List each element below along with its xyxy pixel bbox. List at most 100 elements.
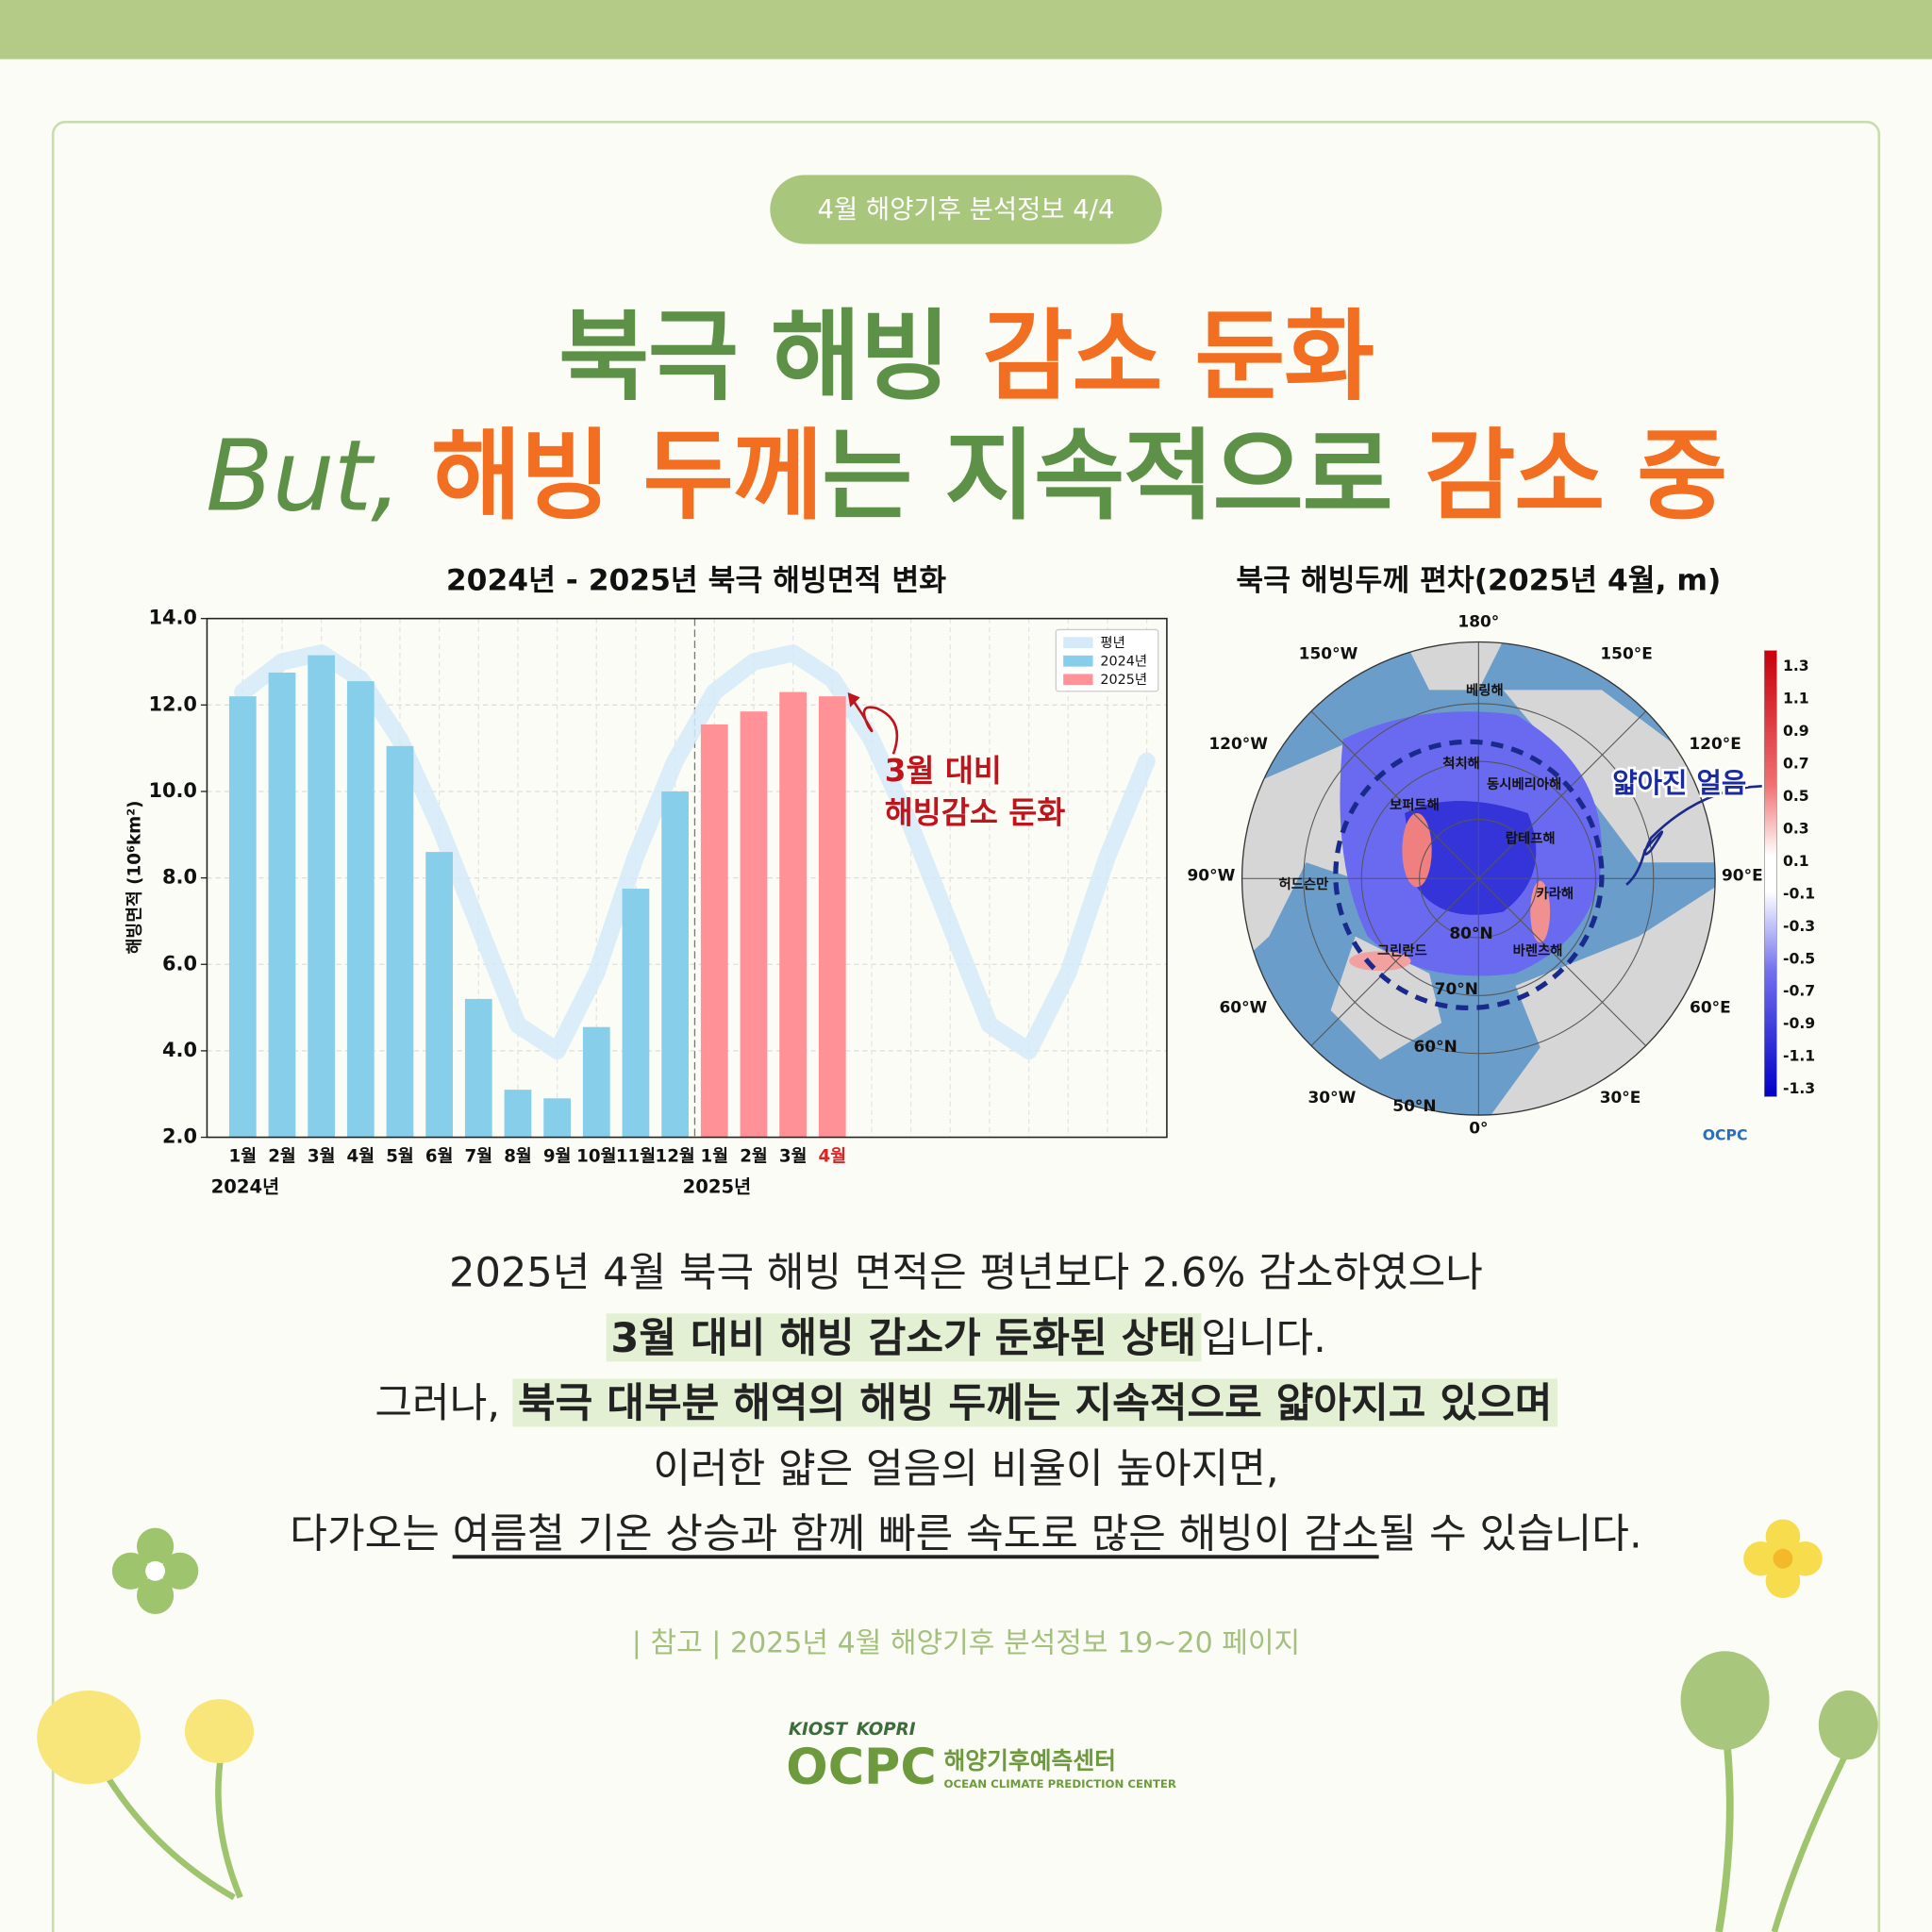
y-tick-label: 6.0 — [162, 952, 197, 974]
bar — [425, 852, 453, 1138]
year-label: 2024년 — [211, 1176, 280, 1198]
colorbar-label: 1.3 — [1783, 657, 1809, 675]
bar — [464, 998, 492, 1138]
x-tick-label: 10월 — [576, 1146, 616, 1166]
body-line: 다가오는 여름철 기온 상승과 함께 빠른 속도로 많은 해빙이 감소될 수 있… — [0, 1501, 1932, 1566]
flower-left — [111, 1527, 199, 1615]
year-label: 2025년 — [683, 1176, 752, 1198]
colorbar-label: 0.5 — [1783, 787, 1809, 805]
colorbar-label: 1.1 — [1783, 690, 1809, 708]
lat-label: 80°N — [1449, 924, 1492, 943]
region-label: 랍테프해 — [1506, 830, 1556, 846]
bar — [504, 1090, 532, 1138]
y-tick-label: 8.0 — [162, 866, 197, 889]
lon-label: 90°W — [1188, 867, 1236, 886]
lon-label: 0° — [1469, 1119, 1488, 1138]
annotation-arrowhead — [847, 692, 860, 708]
normal-line — [234, 644, 1156, 1060]
logo-en: OCEAN CLIMATE PREDICTION CENTER — [943, 1777, 1175, 1790]
bar — [740, 711, 768, 1138]
logo-kopri: KOPRI — [857, 1720, 916, 1740]
colorbar-label: -0.9 — [1783, 1014, 1815, 1032]
legend-swatch — [1063, 637, 1093, 649]
text: 입니다. — [1201, 1313, 1326, 1362]
region-label: 그린란드 — [1377, 941, 1427, 958]
x-tick-label: 2월 — [268, 1146, 296, 1166]
colorbar-label: 0.3 — [1783, 819, 1809, 837]
logo: OCPC — [786, 1740, 936, 1796]
x-tick-label: 4월 — [819, 1146, 847, 1166]
colorbar — [1764, 650, 1777, 1097]
x-tick-label: 5월 — [386, 1146, 414, 1166]
y-tick-label: 12.0 — [148, 692, 197, 715]
bar — [543, 1098, 571, 1138]
x-tick-label: 3월 — [308, 1146, 336, 1166]
bar — [661, 791, 689, 1138]
colorbar-label: -0.3 — [1783, 917, 1815, 935]
headline-part: 감소 중 — [1424, 419, 1727, 534]
region-label: 동시베리아해 — [1487, 776, 1561, 792]
top-band — [0, 0, 1932, 59]
colorbar-label: 0.1 — [1783, 852, 1809, 870]
map-border — [1241, 641, 1716, 1116]
body-line: 그러나, 북극 대부분 해역의 해빙 두께는 지속적으로 얇아지고 있으며 — [0, 1370, 1932, 1435]
colorbar-label: -0.7 — [1783, 982, 1815, 1000]
highlight: 3월 대비 해빙 감소가 둔화된 상태 — [606, 1313, 1202, 1362]
lon-label: 60°E — [1690, 998, 1731, 1017]
map-annotation: 얇아진 얼음 — [1612, 767, 1746, 799]
flower-right — [1743, 1519, 1823, 1599]
region-label: 보퍼트해 — [1390, 797, 1440, 813]
x-tick-label: 1월 — [229, 1146, 258, 1166]
bar — [308, 655, 336, 1138]
annotation-arrow — [849, 695, 899, 755]
lat-label: 70°N — [1435, 980, 1478, 999]
tulips-left — [37, 1690, 255, 1901]
y-tick-label: 2.0 — [162, 1125, 197, 1148]
tulips-right — [1680, 1651, 1878, 1932]
lat-label: 50°N — [1392, 1097, 1436, 1116]
region-label: 바렌츠해 — [1513, 942, 1563, 958]
y-tick-label: 4.0 — [162, 1039, 197, 1061]
region-label: 베링해 — [1466, 682, 1504, 699]
y-axis-label: 해빙면적 (10⁶km²) — [125, 801, 145, 955]
headline-part: But, — [206, 419, 431, 534]
lon-label: 90°E — [1722, 867, 1763, 886]
annotation: 해빙감소 둔화 — [885, 794, 1066, 830]
body-line: 3월 대비 해빙 감소가 둔화된 상태 입니다. — [0, 1305, 1932, 1370]
x-tick-label: 3월 — [779, 1146, 808, 1166]
logo-kr: 해양기후예측센터 — [943, 1747, 1116, 1774]
colorbar-label: -0.5 — [1783, 949, 1815, 967]
lon-label: 120°W — [1208, 735, 1268, 754]
lon-label: 30°W — [1308, 1089, 1357, 1108]
x-tick-label: 6월 — [425, 1146, 454, 1166]
lon-label: 180° — [1457, 613, 1499, 632]
x-tick-label: 9월 — [543, 1146, 572, 1166]
legend-swatch — [1063, 674, 1093, 686]
headline-part: 해빙 두께 — [430, 419, 824, 534]
underline: 여름철 기온 상승과 함께 빠른 속도로 많은 해빙이 감소 — [452, 1508, 1379, 1557]
body-text: 2025년 4월 북극 해빙 면적은 평년보다 2.6% 감소하였으나 3월 대… — [0, 1240, 1932, 1566]
headline-part: 감소 둔화 — [982, 299, 1375, 414]
map-arrow — [1625, 785, 1762, 886]
map — [1241, 641, 1716, 1116]
y-tick-label: 14.0 — [148, 607, 197, 629]
legend-swatch — [1063, 655, 1093, 667]
lon-label: 120°E — [1689, 735, 1741, 754]
colorbar-label: 0.9 — [1783, 722, 1809, 740]
bar — [228, 696, 257, 1138]
lon-label: 30°E — [1600, 1089, 1641, 1108]
legend-label: 평년 — [1100, 635, 1124, 651]
colorbar-label: -1.1 — [1783, 1047, 1815, 1065]
region-label: 척치해 — [1442, 756, 1480, 772]
text: 될 수 있습니다. — [1378, 1508, 1642, 1557]
body-line: 이러한 얇은 얼음의 비율이 높아지면, — [653, 1443, 1279, 1492]
text: 다가오는 — [290, 1508, 453, 1557]
bar — [268, 672, 296, 1138]
x-tick-label: 12월 — [656, 1146, 695, 1166]
chart-title: 2024년 - 2025년 북극 해빙면적 변화 — [446, 563, 946, 597]
bar — [622, 889, 650, 1138]
legend-label: 2025년 — [1100, 672, 1147, 688]
text: 그러나, — [375, 1378, 513, 1427]
